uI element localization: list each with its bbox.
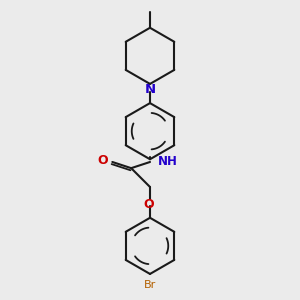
Text: O: O xyxy=(98,154,108,167)
Text: N: N xyxy=(144,83,156,96)
Text: NH: NH xyxy=(158,155,177,169)
Text: O: O xyxy=(143,198,154,211)
Text: Br: Br xyxy=(144,280,156,290)
